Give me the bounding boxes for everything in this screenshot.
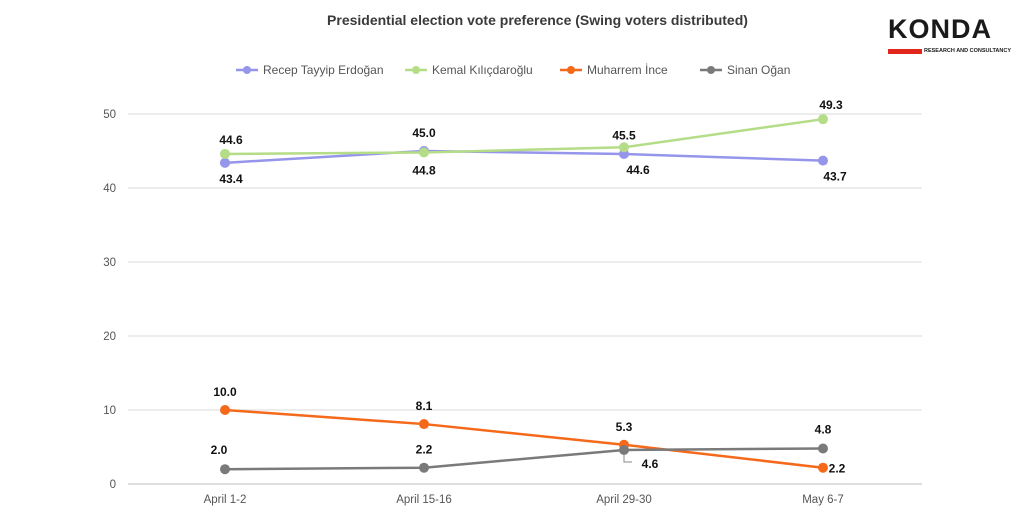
- point-kemal-kilicdaroglu: [220, 148, 230, 159]
- data-label-kemal-kilicdaroglu: 44.8: [412, 163, 436, 177]
- logo-red-bar: [888, 49, 922, 54]
- x-tick-label: April 29-30: [596, 494, 652, 506]
- point-sinan-ogan: [419, 462, 429, 473]
- point-sinan-ogan: [818, 443, 828, 454]
- y-tick-label: 20: [103, 331, 116, 343]
- konda-logo: KONDA RESEARCH AND CONSULTANCY: [888, 14, 1014, 58]
- chart-title: Presidential election vote preference (S…: [327, 12, 748, 28]
- leader-line: [623, 453, 632, 463]
- data-label-sinan-ogan: 2.2: [416, 443, 433, 457]
- x-tick-label: April 1-2: [204, 494, 247, 506]
- data-label-recep-tayyip-erdogan: 43.4: [219, 172, 243, 186]
- data-label-sinan-ogan: 4.6: [642, 457, 659, 471]
- grid-lines: [128, 113, 922, 485]
- y-tick-label: 0: [110, 479, 116, 491]
- y-tick-label: 30: [103, 257, 116, 269]
- point-muharrem-ince: [818, 462, 828, 473]
- legend-marker-muharrem-ince: [567, 66, 575, 74]
- legend-label-recep-tayyip-erdogan: Recep Tayyip Erdoğan: [263, 63, 384, 77]
- point-kemal-kilicdaroglu: [619, 142, 629, 153]
- x-axis-ticks: April 1-2 April 15-16 April 29-30 May 6-7: [204, 494, 844, 506]
- data-label-muharrem-ince: 8.1: [416, 399, 433, 413]
- y-tick-label: 40: [103, 183, 116, 195]
- point-sinan-ogan: [220, 464, 230, 475]
- logo-subtitle: RESEARCH AND CONSULTANCY: [924, 48, 1011, 54]
- legend-marker-recep-tayyip-erdogan: [243, 66, 251, 74]
- legend-label-kemal-kilicdaroglu: Kemal Kılıçdaroğlu: [432, 63, 533, 77]
- data-label-muharrem-ince: 2.2: [829, 462, 846, 476]
- data-labels: 43.4 45.0 44.6 43.7 44.6 44.8 45.5 49.3 10.0 8.1 5…: [211, 98, 847, 476]
- point-muharrem-ince: [220, 405, 230, 415]
- data-label-sinan-ogan: 4.8: [815, 422, 832, 436]
- point-recep-tayyip-erdogan: [220, 157, 230, 168]
- x-tick-label: May 6-7: [802, 494, 844, 506]
- data-label-kemal-kilicdaroglu: 45.5: [612, 128, 636, 142]
- logo-wordmark: KONDA: [888, 14, 992, 44]
- point-recep-tayyip-erdogan: [818, 155, 828, 166]
- data-label-kemal-kilicdaroglu: 44.6: [219, 133, 243, 147]
- point-kemal-kilicdaroglu: [419, 147, 429, 158]
- y-axis-ticks: 0 10 20 30 40 50: [103, 109, 116, 491]
- data-label-kemal-kilicdaroglu: 49.3: [819, 98, 843, 112]
- data-label-sinan-ogan: 2.0: [211, 443, 228, 457]
- point-sinan-ogan: [619, 444, 629, 455]
- series-line-muharrem-ince: [224, 408, 824, 469]
- y-tick-label: 10: [103, 405, 116, 417]
- data-label-muharrem-ince: 10.0: [213, 385, 237, 399]
- x-tick-label: April 15-16: [396, 494, 452, 506]
- data-label-recep-tayyip-erdogan: 45.0: [412, 126, 436, 140]
- legend-label-muharrem-ince: Muharrem İnce: [587, 63, 668, 77]
- data-label-muharrem-ince: 5.3: [616, 420, 633, 434]
- legend-marker-sinan-ogan: [707, 66, 715, 74]
- legend-marker-kemal-kilicdaroglu: [412, 66, 420, 74]
- series-line-kemal-kilicdaroglu: [224, 117, 824, 156]
- series-line-sinan-ogan: [224, 447, 824, 471]
- series-line-recep-tayyip-erdogan: [224, 149, 824, 165]
- point-kemal-kilicdaroglu: [818, 114, 828, 125]
- legend: Recep Tayyip Erdoğan Kemal Kılıçdaroğlu Mu…: [236, 63, 790, 77]
- legend-label-sinan-ogan: Sinan Oğan: [727, 63, 790, 77]
- point-muharrem-ince: [419, 419, 429, 430]
- data-label-recep-tayyip-erdogan: 44.6: [626, 163, 650, 177]
- data-label-recep-tayyip-erdogan: 43.7: [823, 170, 847, 184]
- series-layer: [220, 114, 828, 475]
- y-tick-label: 50: [103, 109, 116, 121]
